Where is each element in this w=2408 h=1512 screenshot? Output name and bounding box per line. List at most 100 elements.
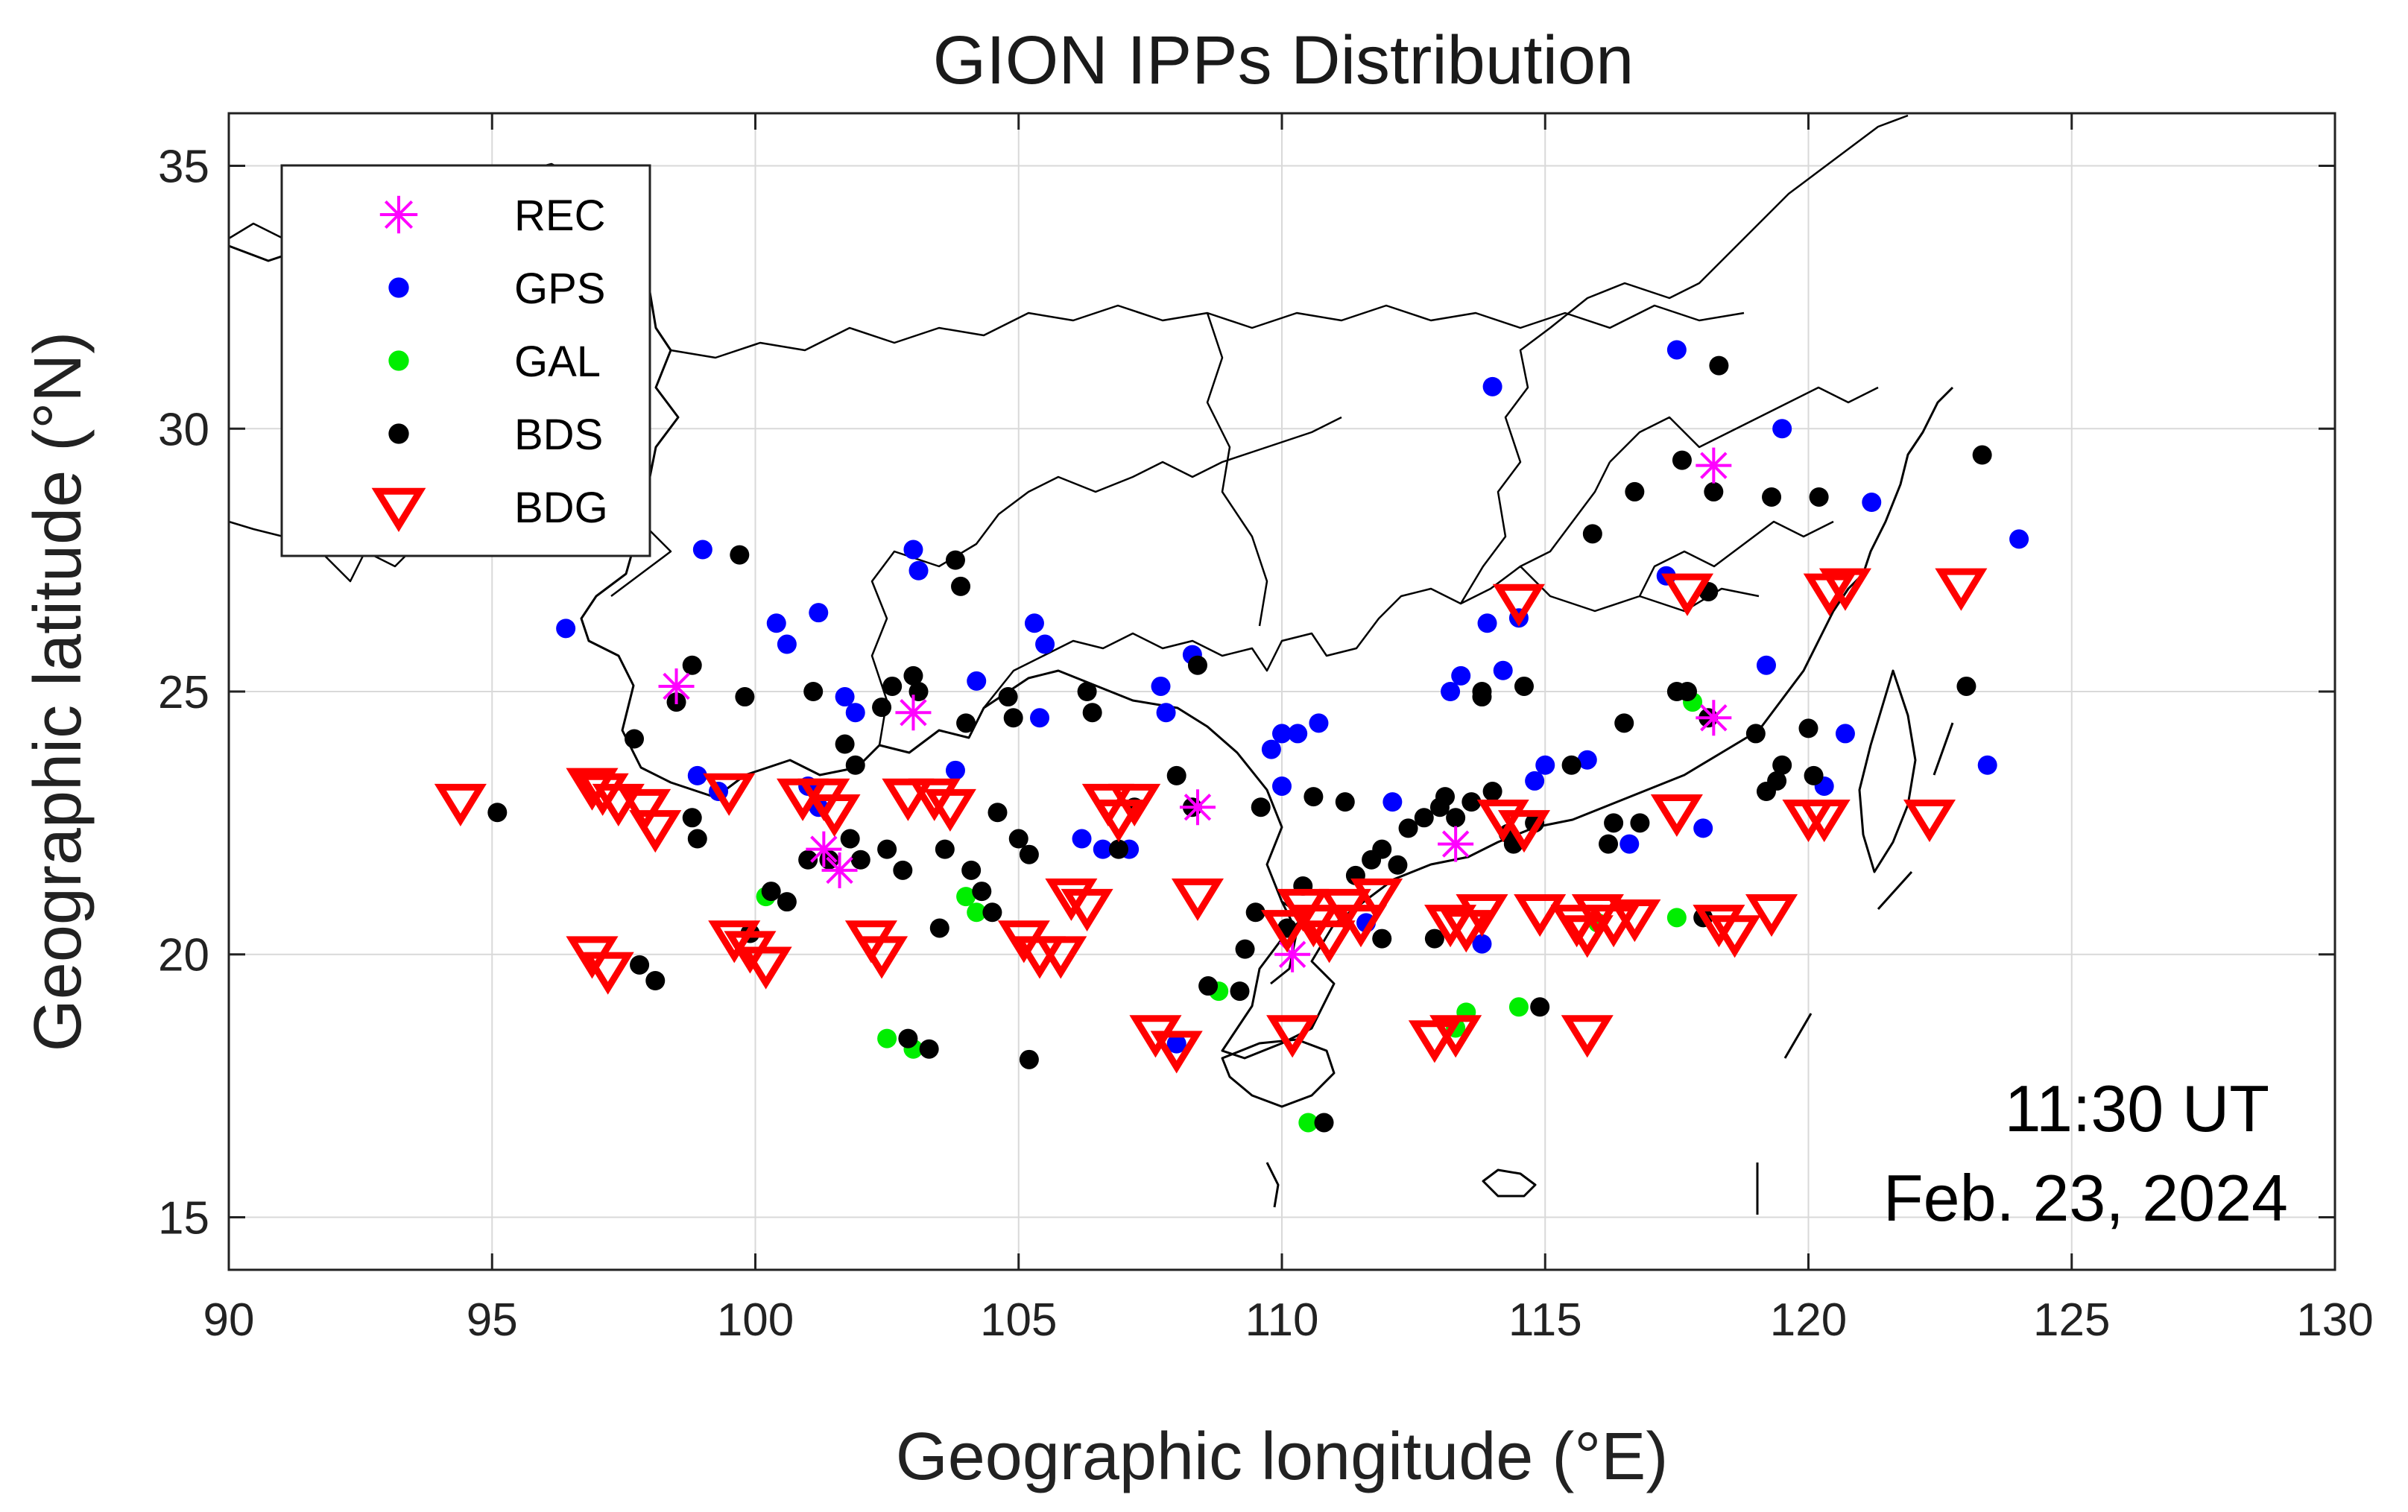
bds-point bbox=[929, 918, 949, 938]
bds-point bbox=[1472, 682, 1492, 701]
bdg-point bbox=[1745, 893, 1798, 937]
bdg-point bbox=[1350, 878, 1403, 921]
bds-point bbox=[1672, 450, 1692, 470]
y-tick-label: 30 bbox=[158, 404, 209, 455]
bds-point bbox=[1372, 839, 1392, 859]
rec-point bbox=[1438, 826, 1474, 862]
gps-point bbox=[945, 760, 965, 780]
bds-point bbox=[1599, 834, 1619, 854]
gps-point bbox=[1619, 834, 1640, 854]
gps-point bbox=[1024, 613, 1044, 633]
gps-point bbox=[692, 540, 712, 560]
bdg-point bbox=[703, 773, 756, 816]
x-tick-label: 105 bbox=[980, 1294, 1057, 1346]
rec-point bbox=[658, 668, 695, 704]
bds-point bbox=[956, 713, 976, 733]
gps-point bbox=[1072, 829, 1092, 849]
bds-point bbox=[1804, 765, 1824, 785]
bds-point bbox=[735, 687, 755, 707]
bds-point bbox=[972, 882, 992, 902]
gps-point bbox=[1482, 376, 1502, 396]
gps-point bbox=[1166, 1034, 1186, 1054]
bdg-point bbox=[1660, 573, 1714, 616]
gps-point bbox=[687, 765, 707, 785]
bdg-point bbox=[1424, 905, 1477, 948]
bdg-point bbox=[1456, 893, 1508, 937]
x-tick-label: 115 bbox=[1508, 1294, 1582, 1346]
bds-point bbox=[682, 808, 702, 828]
bds-point bbox=[630, 955, 650, 975]
x-axis-label: Geographic longitude (°E) bbox=[896, 1420, 1669, 1494]
bds-point bbox=[1514, 676, 1534, 696]
bdg-point bbox=[882, 778, 935, 821]
gps-point bbox=[766, 613, 786, 633]
bds-point bbox=[1745, 724, 1766, 744]
bds-point bbox=[945, 550, 965, 570]
bdg-point bbox=[1903, 800, 1956, 843]
bdg-point bbox=[1818, 568, 1871, 611]
bdg-point bbox=[1092, 800, 1145, 843]
gps-point bbox=[809, 603, 829, 623]
bdg-point bbox=[1440, 910, 1493, 953]
bdg-point bbox=[1408, 1020, 1461, 1063]
bdg-point bbox=[629, 810, 682, 853]
x-tick-label: 100 bbox=[717, 1294, 794, 1346]
bdg-point bbox=[808, 794, 861, 838]
bds-point bbox=[625, 729, 645, 749]
gal-point bbox=[1508, 997, 1529, 1017]
scs-line-2 bbox=[1877, 870, 1913, 911]
series-gps bbox=[556, 340, 2029, 1054]
bdg-point bbox=[1045, 878, 1098, 921]
bds-point bbox=[1956, 676, 1976, 696]
gps-point bbox=[845, 703, 865, 723]
gps-point bbox=[1493, 660, 1513, 680]
bds-point bbox=[951, 576, 971, 596]
bds-point bbox=[1561, 755, 1581, 775]
bds-point bbox=[730, 545, 750, 565]
bdg-point bbox=[1587, 905, 1640, 948]
gps-point bbox=[777, 634, 797, 654]
series-bdg bbox=[434, 568, 1988, 1074]
bds-point bbox=[1198, 976, 1219, 996]
gps-point bbox=[1030, 708, 1050, 728]
legend-marker-gps bbox=[388, 277, 409, 298]
bds-point bbox=[1767, 771, 1787, 791]
rec-point bbox=[1696, 700, 1732, 736]
gps-point bbox=[908, 560, 929, 581]
bds-point bbox=[893, 860, 913, 880]
gps-point bbox=[903, 540, 923, 560]
bds-point bbox=[1235, 939, 1255, 959]
bds-point bbox=[1582, 524, 1602, 544]
bdg-point bbox=[908, 778, 961, 821]
y-axis-label: Geographic latitude (°N) bbox=[21, 332, 95, 1051]
bds-point bbox=[1798, 718, 1818, 738]
bdg-point bbox=[576, 773, 629, 816]
rec-point bbox=[806, 831, 842, 867]
bdg-point bbox=[739, 946, 792, 990]
bds-point bbox=[803, 682, 824, 701]
gps-point bbox=[2009, 529, 2029, 549]
bds-point bbox=[845, 755, 865, 775]
bds-point bbox=[1335, 792, 1355, 812]
bds-point bbox=[1762, 487, 1782, 507]
bds-point bbox=[1972, 445, 1992, 465]
legend-label-bds: BDS bbox=[514, 411, 603, 459]
bds-point bbox=[1630, 813, 1650, 833]
bds-point bbox=[840, 829, 860, 849]
bds-point bbox=[1303, 787, 1324, 807]
bdg-point bbox=[1935, 568, 1988, 611]
x-tick-label: 110 bbox=[1245, 1294, 1319, 1346]
legend-box bbox=[280, 164, 651, 557]
rec-point bbox=[1179, 789, 1216, 826]
bdg-point bbox=[619, 788, 671, 832]
bds-point bbox=[1019, 1049, 1039, 1069]
gps-point bbox=[1772, 419, 1792, 439]
time-annotation: 11:30 UT bbox=[2005, 1072, 2269, 1145]
bdg-point bbox=[1708, 915, 1761, 958]
series-rec bbox=[658, 447, 1732, 972]
gal-point bbox=[967, 902, 987, 923]
bdg-point bbox=[1561, 1015, 1614, 1058]
bdg-point bbox=[856, 936, 908, 979]
bds-point bbox=[872, 698, 892, 718]
legend-marker-bds bbox=[388, 423, 409, 444]
